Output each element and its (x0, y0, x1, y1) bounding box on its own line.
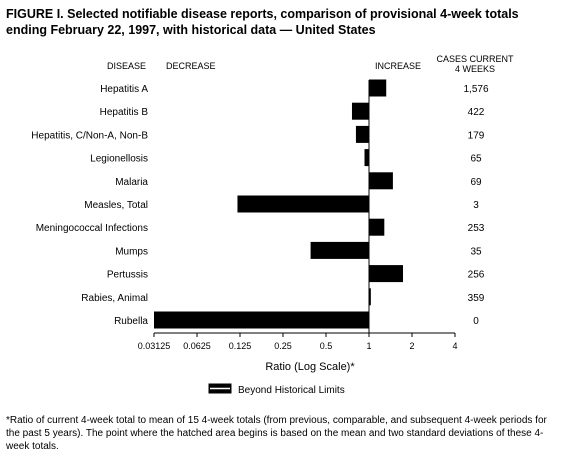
x-tick-label: 2 (409, 341, 414, 351)
footnote: *Ratio of current 4-week total to mean o… (6, 415, 547, 452)
figure-title: FIGURE I. Selected notifiable disease re… (6, 7, 519, 37)
legend: Beyond Historical Limits (208, 383, 345, 396)
x-tick-label: 0.5 (320, 341, 333, 351)
bar (310, 241, 369, 259)
x-tick-label: 0.0625 (183, 341, 211, 351)
category-label: Meningococcal Infections (36, 223, 148, 234)
bar (351, 102, 369, 120)
category-label: Measles, Total (84, 200, 148, 211)
category-label: Pertussis (107, 270, 148, 281)
header-cases-line2: 4 WEEKS (455, 64, 495, 74)
bar (364, 149, 369, 167)
bar (369, 265, 404, 283)
cases-value: 3 (473, 200, 479, 211)
cases-value: 1,576 (463, 84, 488, 95)
legend-label: Beyond Historical Limits (238, 385, 345, 396)
x-tick-label: 0.25 (274, 341, 292, 351)
plot-area: Hepatitis A 1,576 Hepatitis B 422 Hepatitis,… (31, 79, 489, 351)
category-label: Hepatitis B (100, 107, 149, 118)
cases-value: 256 (468, 270, 485, 281)
cases-value: 69 (470, 177, 482, 188)
cases-value: 253 (468, 223, 485, 234)
bar (369, 288, 371, 306)
cases-value: 0 (473, 316, 479, 327)
category-label: Rabies, Animal (81, 293, 148, 304)
x-axis-label: Ratio (Log Scale)* (265, 361, 355, 373)
category-label: Mumps (115, 246, 148, 257)
x-tick-label: 1 (366, 341, 371, 351)
category-label: Legionellosis (90, 154, 148, 165)
category-label: Hepatitis, C/Non-A, Non-B (31, 130, 148, 141)
bar (369, 218, 385, 236)
x-tick-label: 4 (452, 341, 457, 351)
cases-value: 35 (470, 246, 482, 257)
header-decrease: DECREASE (166, 61, 216, 71)
category-label: Rubella (114, 316, 148, 327)
bar (355, 125, 369, 143)
x-tick-label: 0.03125 (138, 341, 171, 351)
header-increase: INCREASE (375, 61, 421, 71)
bar (369, 172, 393, 190)
bar (237, 195, 369, 213)
category-label: Malaria (115, 177, 148, 188)
cases-value: 359 (468, 293, 485, 304)
cases-value: 65 (470, 154, 482, 165)
bar (369, 79, 387, 97)
header-disease: DISEASE (107, 61, 146, 71)
header-cases-line1: CASES CURRENT (436, 54, 514, 64)
cases-value: 422 (468, 107, 485, 118)
bar (154, 311, 369, 329)
cases-value: 179 (468, 130, 485, 141)
category-label: Hepatitis A (100, 84, 148, 95)
x-tick-label: 0.125 (229, 341, 252, 351)
